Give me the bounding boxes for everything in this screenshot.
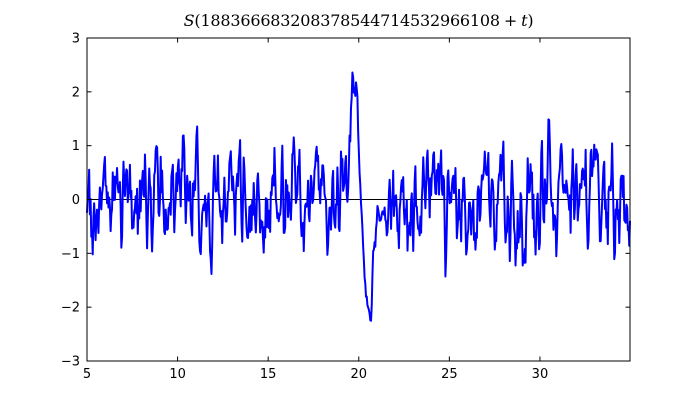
- title-variable: t: [521, 11, 528, 30]
- y-tick-label: 2: [72, 85, 80, 100]
- signal-line: [86, 71, 631, 322]
- title-plus-operator: +: [503, 11, 518, 30]
- x-tick-label: 30: [532, 367, 549, 382]
- title-open-paren: (: [194, 11, 201, 30]
- y-tick-label: −3: [61, 355, 80, 370]
- title-func-symbol: S: [183, 11, 195, 30]
- y-tick-label: 0: [72, 193, 80, 208]
- x-tick-label: 5: [83, 367, 91, 382]
- y-tick-label: −2: [61, 301, 80, 316]
- plot-title: S(188366683208378544714532966108 + t): [87, 11, 630, 30]
- title-argument-number: 188366683208378544714532966108: [200, 11, 500, 30]
- y-tick-label: −1: [61, 247, 80, 262]
- y-tick-label: 1: [72, 139, 80, 154]
- y-tick-label: 3: [72, 32, 80, 47]
- x-tick-label: 25: [441, 367, 458, 382]
- x-tick-label: 10: [169, 367, 186, 382]
- title-close-paren: ): [527, 11, 534, 30]
- x-tick-label: 15: [260, 367, 277, 382]
- x-tick-label: 20: [350, 367, 367, 382]
